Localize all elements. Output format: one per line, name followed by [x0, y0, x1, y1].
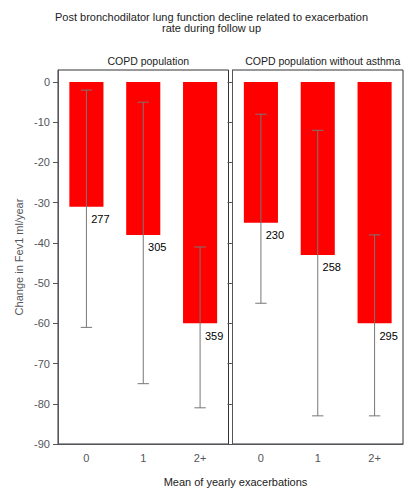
svg-text:Mean of yearly exacerbations: Mean of yearly exacerbations [164, 476, 308, 488]
svg-text:COPD population: COPD population [107, 55, 189, 67]
svg-text:-40: -40 [34, 237, 50, 249]
svg-text:Post bronchodilator lung funct: Post bronchodilator lung function declin… [55, 10, 368, 23]
svg-text:COPD population without asthma: COPD population without asthma [245, 55, 400, 67]
svg-text:-50: -50 [34, 277, 50, 289]
svg-text:rate during follow up: rate during follow up [162, 22, 261, 34]
svg-text:2+: 2+ [368, 452, 381, 464]
svg-text:1: 1 [315, 452, 321, 464]
svg-text:-30: -30 [34, 197, 50, 209]
svg-text:Change in Fev1 ml/year: Change in Fev1 ml/year [13, 198, 25, 315]
svg-text:277: 277 [91, 213, 109, 225]
svg-text:-20: -20 [34, 156, 50, 168]
svg-text:305: 305 [148, 241, 166, 253]
svg-text:295: 295 [379, 330, 397, 342]
svg-text:359: 359 [205, 330, 223, 342]
svg-text:-10: -10 [34, 116, 50, 128]
svg-text:2+: 2+ [194, 452, 207, 464]
svg-text:230: 230 [266, 229, 284, 241]
svg-text:-70: -70 [34, 358, 50, 370]
svg-text:-90: -90 [34, 438, 50, 450]
svg-text:0: 0 [258, 452, 264, 464]
svg-text:0: 0 [83, 452, 89, 464]
svg-text:-60: -60 [34, 317, 50, 329]
svg-text:-80: -80 [34, 398, 50, 410]
svg-text:0: 0 [44, 76, 50, 88]
svg-text:1: 1 [140, 452, 146, 464]
svg-text:258: 258 [323, 261, 341, 273]
